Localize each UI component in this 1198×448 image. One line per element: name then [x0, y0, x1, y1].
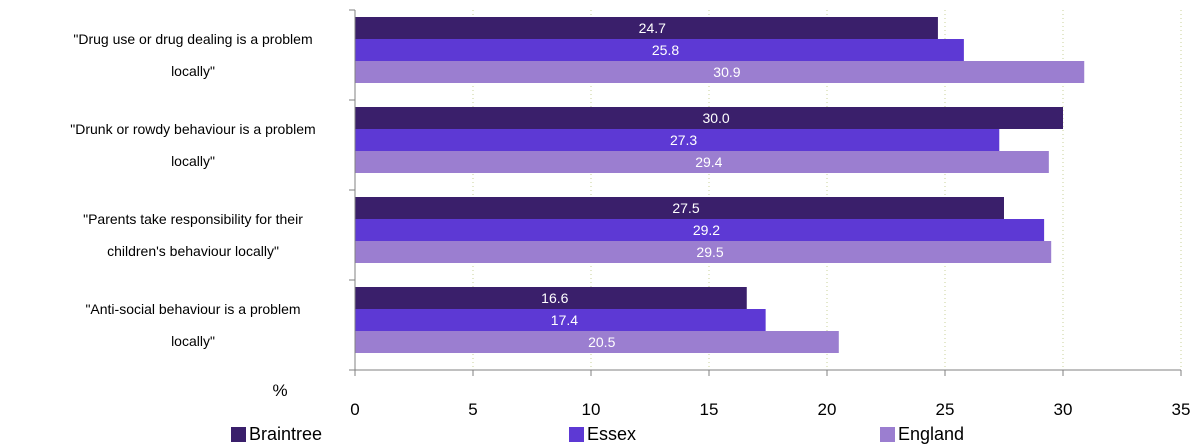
legend-swatch-england: [880, 427, 895, 442]
bar-england: [355, 151, 1049, 173]
bar-value-label: 17.4: [551, 312, 578, 328]
category-label-line: "Parents take responsibility for their: [83, 211, 303, 227]
bar-value-label: 16.6: [541, 290, 568, 306]
x-tick-label: 10: [582, 400, 601, 419]
x-tick-label: 25: [936, 400, 955, 419]
x-tick-label: 0: [350, 400, 359, 419]
x-tick-label: 5: [468, 400, 477, 419]
bar-value-label: 29.5: [696, 244, 723, 260]
category-label-line: locally": [171, 153, 215, 169]
bar-braintree: [355, 107, 1063, 129]
bar-essex: [355, 129, 1000, 151]
legend-swatch-braintree: [231, 427, 246, 442]
category-label-line: "Drunk or rowdy behaviour is a problem: [70, 121, 315, 137]
legend: Braintree Essex England: [0, 423, 1198, 448]
legend-item-england: England: [880, 424, 964, 445]
value-labels: 24.7 25.8 30.9 30.0 27.3 29.4 27.5 29.2 29.5 16.6…: [541, 20, 741, 350]
x-tick-label: 30: [1054, 400, 1073, 419]
category-label: "Drug use or drug dealing is a problem lo…: [73, 31, 312, 79]
bar-essex: [355, 219, 1045, 241]
bar-chart: 24.7 25.8 30.9 30.0 27.3 29.4 27.5 29.2 29.5 16.6…: [70, 9, 1190, 419]
bar-value-label: 25.8: [652, 42, 679, 58]
bar-england: [355, 331, 839, 353]
x-tick-label: 20: [818, 400, 837, 419]
category-label-line: locally": [171, 333, 215, 349]
bar-value-label: 30.9: [713, 64, 740, 80]
legend-item-essex: Essex: [569, 424, 636, 445]
bar-value-label: 20.5: [588, 334, 615, 350]
category-label: "Parents take responsibility for their ch…: [83, 211, 303, 259]
x-tick-label: 35: [1172, 400, 1191, 419]
category-labels: "Drug use or drug dealing is a problem lo…: [70, 31, 315, 349]
bars: [355, 17, 1085, 353]
legend-label-braintree: Braintree: [249, 424, 323, 444]
legend-label-england: England: [898, 424, 965, 444]
category-label-line: locally": [171, 63, 215, 79]
category-label-line: "Drug use or drug dealing is a problem: [73, 31, 312, 47]
legend-item-braintree: Braintree: [231, 424, 322, 445]
axes: [349, 9, 1182, 376]
x-tick-labels: 0 5 10 15 20 25 30 35: [350, 400, 1190, 419]
bar-braintree: [355, 287, 747, 309]
x-tick-label: 15: [700, 400, 719, 419]
category-label: "Drunk or rowdy behaviour is a problem lo…: [70, 121, 315, 169]
bar-value-label: 27.3: [670, 132, 697, 148]
legend-label-essex: Essex: [587, 424, 637, 444]
bar-essex: [355, 309, 766, 331]
bar-value-label: 27.5: [672, 200, 699, 216]
category-label-line: children's behaviour locally": [107, 243, 279, 259]
x-axis-unit-label: %: [272, 381, 287, 400]
bar-england: [355, 61, 1085, 83]
bar-value-label: 30.0: [702, 110, 729, 126]
bar-essex: [355, 39, 964, 61]
bar-value-label: 29.4: [695, 154, 722, 170]
bar-braintree: [355, 17, 938, 39]
legend-swatch-essex: [569, 427, 584, 442]
bar-braintree: [355, 197, 1004, 219]
category-label-line: "Anti-social behaviour is a problem: [85, 301, 300, 317]
bar-england: [355, 241, 1052, 263]
bar-value-label: 29.2: [693, 222, 720, 238]
bar-value-label: 24.7: [639, 20, 666, 36]
category-label: "Anti-social behaviour is a problem local…: [85, 301, 300, 349]
